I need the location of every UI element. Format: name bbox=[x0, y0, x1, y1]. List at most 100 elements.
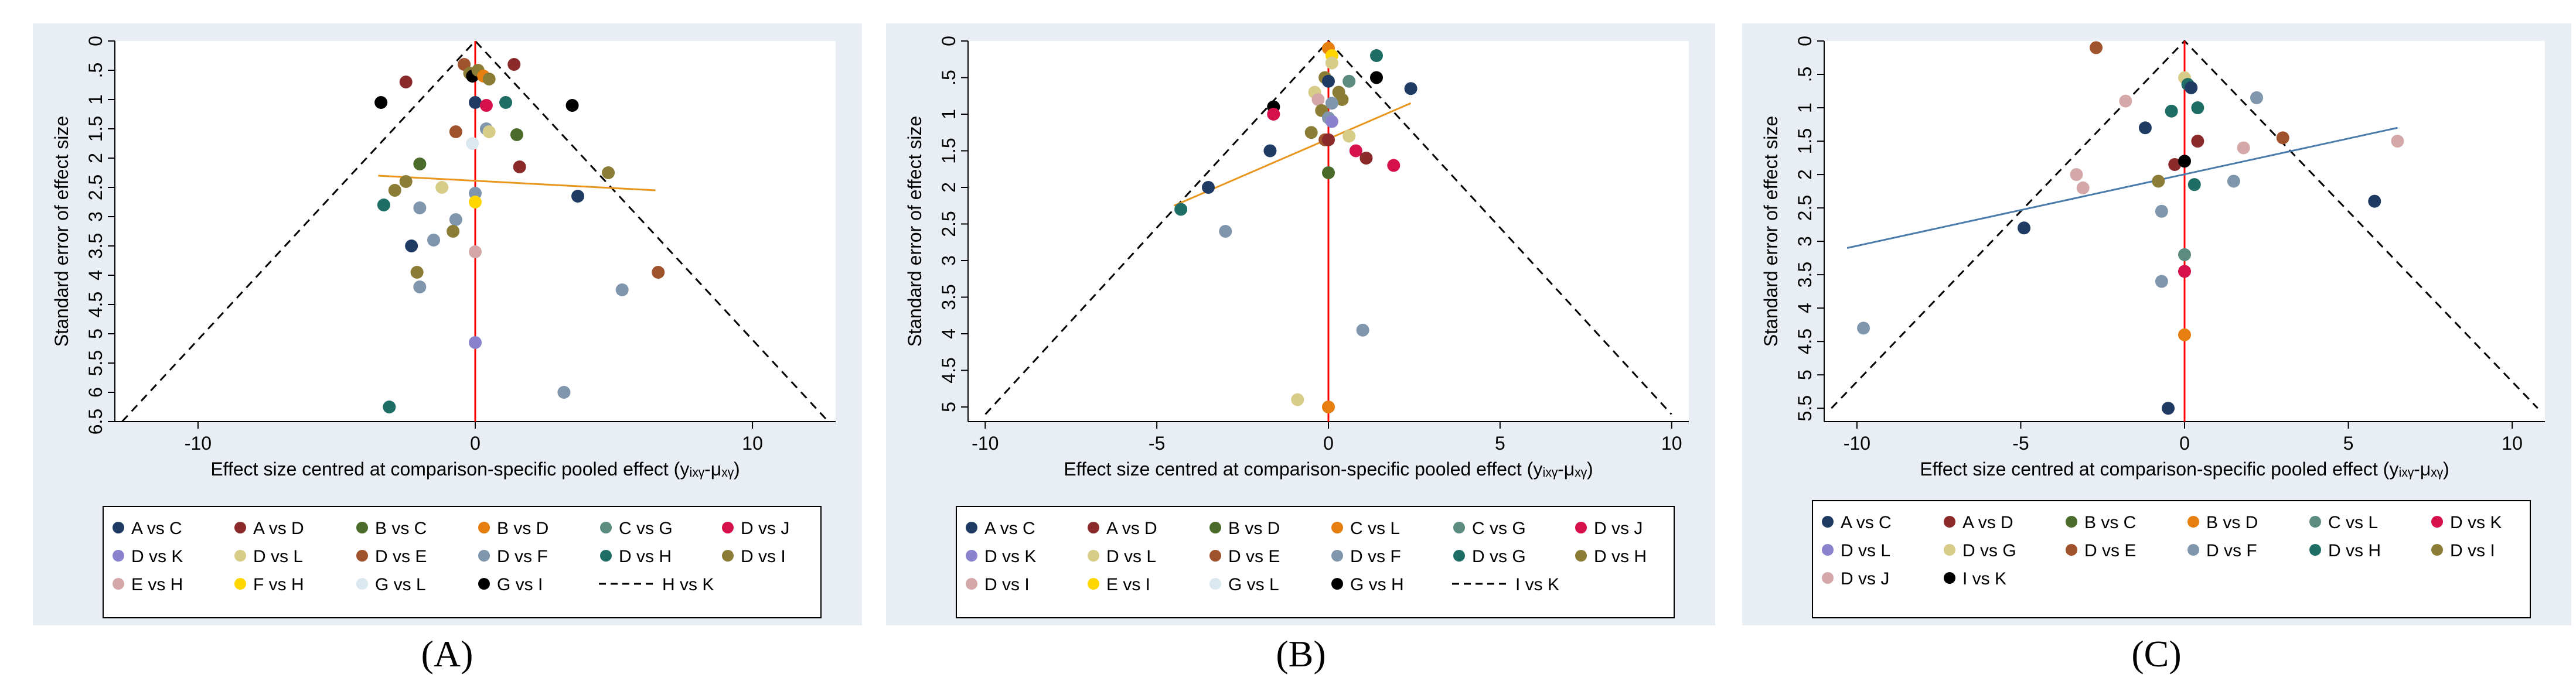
legend-swatch bbox=[2187, 516, 2199, 528]
data-point bbox=[2185, 81, 2198, 94]
data-point bbox=[405, 239, 418, 252]
y-tick-label: .5 bbox=[938, 70, 959, 85]
legend-swatch bbox=[1209, 550, 1221, 562]
y-tick-label: 5.5 bbox=[1794, 395, 1815, 421]
legend-label: G vs H bbox=[1350, 575, 1404, 594]
legend-swatch bbox=[2309, 544, 2321, 556]
y-tick-label: 6.5 bbox=[85, 409, 106, 434]
legend-swatch bbox=[113, 550, 124, 562]
y-tick-label: 5 bbox=[1794, 369, 1815, 380]
legend-label: D vs L bbox=[253, 547, 303, 566]
legend-swatch bbox=[1822, 516, 1834, 528]
data-point bbox=[2368, 194, 2381, 208]
legend-swatch bbox=[1331, 522, 1343, 533]
data-point bbox=[1202, 181, 1215, 194]
legend-swatch bbox=[2309, 516, 2321, 528]
y-tick-label: 4 bbox=[1794, 303, 1815, 313]
legend-swatch bbox=[966, 550, 977, 562]
legend-swatch bbox=[2187, 544, 2199, 556]
x-tick-label: -5 bbox=[2012, 433, 2029, 454]
data-point bbox=[427, 234, 441, 247]
legend-label: D vs G bbox=[1962, 541, 2016, 560]
legend-swatch bbox=[234, 578, 246, 590]
x-tick-label: 0 bbox=[1323, 433, 1334, 454]
legend-swatch bbox=[722, 522, 734, 533]
data-point bbox=[2119, 94, 2132, 108]
legend-swatch bbox=[966, 522, 977, 533]
y-tick-label: 3 bbox=[85, 211, 106, 222]
data-point bbox=[469, 245, 482, 258]
data-point bbox=[1342, 74, 1356, 88]
y-tick-label: 3.5 bbox=[1794, 262, 1815, 288]
legend-swatch bbox=[1822, 544, 1834, 556]
data-point bbox=[1174, 203, 1188, 216]
legend-label: D vs J bbox=[741, 519, 789, 538]
data-point bbox=[2162, 402, 2175, 415]
legend-label: D vs G bbox=[1472, 547, 1526, 566]
data-point bbox=[1322, 133, 1335, 146]
data-point bbox=[510, 128, 523, 141]
data-point bbox=[2090, 41, 2103, 54]
legend-swatch bbox=[113, 578, 124, 590]
legend-label: A vs D bbox=[1106, 519, 1157, 538]
legend-label: B vs C bbox=[375, 519, 427, 538]
legend-label: B vs D bbox=[1228, 519, 1280, 538]
legend-swatch bbox=[1088, 578, 1099, 590]
data-point bbox=[2250, 91, 2263, 104]
legend-swatch bbox=[1088, 522, 1099, 533]
legend-label: A vs C bbox=[131, 519, 182, 538]
data-point bbox=[374, 96, 388, 109]
data-point bbox=[2076, 181, 2090, 194]
y-tick-label: 2 bbox=[85, 153, 106, 163]
legend-label: C vs G bbox=[619, 519, 673, 538]
data-point bbox=[652, 266, 665, 279]
data-point bbox=[2168, 158, 2182, 171]
x-tick-label: -10 bbox=[185, 433, 212, 454]
data-point bbox=[2155, 204, 2168, 218]
legend-label: D vs H bbox=[2328, 541, 2381, 560]
legend-swatch bbox=[2431, 516, 2443, 528]
legend-label: B vs C bbox=[2084, 513, 2136, 532]
legend-box bbox=[956, 506, 1675, 618]
y-axis-label: Standard error of effect size bbox=[1760, 116, 1781, 347]
legend-label: C vs G bbox=[1472, 519, 1526, 538]
y-tick-label: 2 bbox=[938, 182, 959, 193]
fit-line bbox=[1846, 126, 2398, 249]
data-point bbox=[1267, 108, 1280, 121]
data-point bbox=[1291, 393, 1304, 406]
x-tick-label: 5 bbox=[1495, 433, 1505, 454]
legend-label: G vs L bbox=[1228, 575, 1279, 594]
legend-label: B vs D bbox=[2206, 513, 2258, 532]
legend-label: D vs E bbox=[1228, 547, 1280, 566]
legend-swatch bbox=[356, 522, 368, 533]
legend-swatch bbox=[1944, 516, 1955, 528]
data-point bbox=[1387, 159, 1401, 172]
data-point bbox=[383, 401, 396, 413]
legend-label: C vs L bbox=[1350, 519, 1400, 538]
legend-label: I vs K bbox=[1962, 569, 2006, 588]
legend-label: D vs K bbox=[984, 547, 1036, 566]
data-point bbox=[2152, 174, 2165, 188]
data-point bbox=[507, 58, 521, 71]
legend-swatch bbox=[1575, 522, 1587, 533]
legend-swatch bbox=[1453, 522, 1465, 533]
x-axis-label: Effect size centred at comparison-specif… bbox=[1920, 459, 2449, 480]
data-point bbox=[2178, 328, 2191, 341]
y-tick-label: 3.5 bbox=[938, 284, 959, 310]
data-point bbox=[1359, 152, 1373, 165]
legend-label: D vs E bbox=[375, 547, 427, 566]
legend-box bbox=[1812, 500, 2531, 618]
data-point bbox=[466, 137, 479, 150]
chart-svg-b: -10 -5 0 5 10 0 .5 1 1.5 2 2.5 3 3.5 4 4.5 5 Effect size… bbox=[904, 36, 1689, 618]
legend-label: A vs D bbox=[253, 519, 304, 538]
data-point bbox=[449, 125, 462, 138]
data-point bbox=[399, 76, 413, 88]
data-point bbox=[1356, 323, 1369, 337]
data-point bbox=[2178, 265, 2191, 278]
data-point bbox=[410, 266, 424, 279]
legend-label: D vs J bbox=[1594, 519, 1643, 538]
chart-panel-a: -10 0 10 0 .5 1 1.5 2 2.5 3 3.5 4 4.5 5 5.5 6 6.5 Effect … bbox=[33, 23, 862, 625]
legend-label: D vs J bbox=[1841, 569, 1889, 588]
data-point bbox=[1322, 74, 1335, 88]
y-tick-label: 2.5 bbox=[1794, 195, 1815, 221]
